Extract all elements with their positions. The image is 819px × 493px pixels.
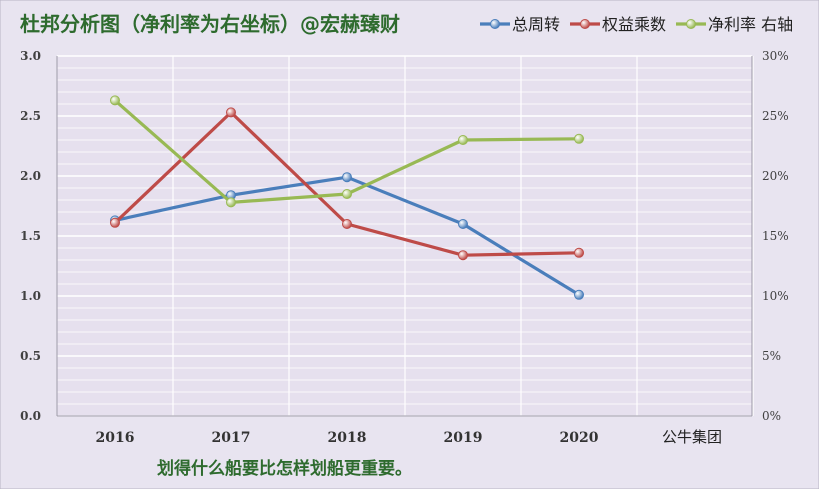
data-point-2 [110,95,120,106]
y-right-tick-label: 0% [762,409,781,423]
y-left-tick-label: 0.0 [20,409,41,423]
data-point-2 [226,197,236,208]
x-tick-label: 2016 [96,430,135,446]
data-point-1 [110,217,120,228]
y-left-tick-label: 1.5 [20,229,41,243]
legend-label: 权益乘数 [602,15,666,34]
data-point-0 [342,172,352,183]
legend-swatch-marker [580,19,590,29]
data-point-0 [458,219,468,229]
y-right-tick-label: 20% [762,169,789,183]
y-right-tick-label: 25% [762,109,789,123]
legend-swatch-marker [686,19,696,29]
y-right-tick-label: 15% [762,229,789,243]
data-point-2 [342,189,352,199]
x-tick-label: 2018 [328,430,367,446]
legend-label: 总周转 [512,15,560,34]
data-point-1 [458,250,468,261]
y-left-tick-label: 0.5 [20,349,41,363]
y-left-tick-label: 3.0 [20,49,41,63]
company-label: 公牛集团 [662,428,722,446]
x-tick-label: 2019 [444,430,483,446]
y-left-tick-label: 1.0 [20,289,41,303]
data-point-1 [226,107,236,118]
chart-subtitle: 划得什么船要比怎样划船更重要。 [157,458,412,479]
data-point-2 [574,133,584,144]
x-tick-label: 2017 [212,430,251,446]
data-point-1 [574,247,584,258]
data-point-2 [458,135,468,145]
chart-title: 杜邦分析图（净利率为右坐标）@宏赫臻财 [20,12,400,36]
y-right-tick-label: 5% [762,349,781,363]
data-point-1 [342,219,352,229]
y-left-tick-label: 2.0 [20,169,41,183]
data-point-0 [574,289,584,300]
y-left-tick-label: 2.5 [20,109,41,123]
y-right-tick-label: 10% [762,289,789,303]
legend-label: 净利率 右轴 [708,15,793,34]
legend-swatch-marker [490,19,500,29]
y-right-tick-label: 30% [762,49,789,63]
x-tick-label: 2020 [560,430,599,446]
